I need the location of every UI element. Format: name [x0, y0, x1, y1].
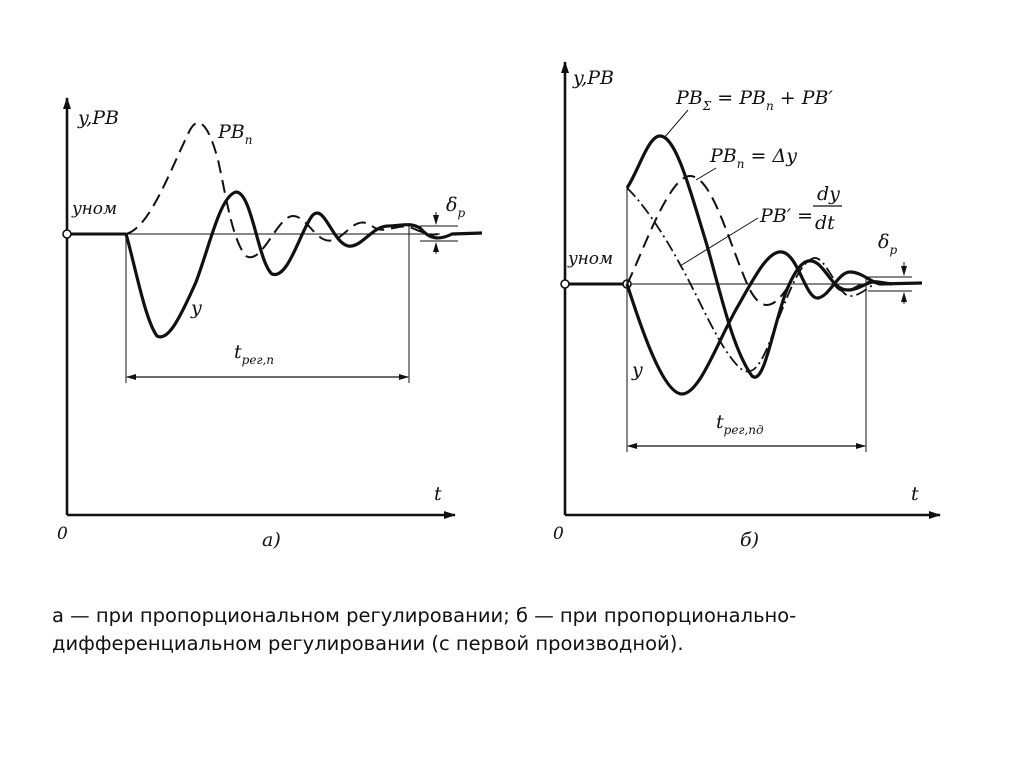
- panel-a-y-nom-label: yном: [71, 199, 117, 219]
- panel-b-pb-sum-curve: [625, 134, 893, 379]
- panel-b-t-label: t: [911, 483, 919, 505]
- panel-b-pb-p-leader: [695, 167, 717, 181]
- panel-b-nominal-point: [560, 279, 570, 289]
- panel-b-pb-d-label: PB′ =: [759, 205, 813, 227]
- panel-b-pb-d-leader: [679, 217, 759, 267]
- panel-b: y,PB 0 t yном б) PBΣ = PBп + PB′ PBп = Δ…: [553, 61, 941, 551]
- panel-b-panel-label: б): [740, 529, 759, 551]
- panel-b-y-axis-label: y,PB: [572, 67, 614, 89]
- panel-a: y,PB 0 t yном а) PBп y tрег,п δр: [57, 97, 483, 551]
- control-process-diagrams: y,PB 0 t yном а) PBп y tрег,п δр y,PB 0: [57, 61, 941, 551]
- panel-b-pb-sum-label: PBΣ = PBп + PB′: [675, 87, 833, 113]
- panel-b-pb-d-den: dt: [815, 212, 835, 234]
- panel-a-y-curve: [124, 190, 483, 339]
- panel-b-y-nom-label: yном: [567, 249, 613, 269]
- panel-b-pb-sum-leader: [663, 109, 689, 139]
- panel-b-y-label: y: [631, 359, 643, 381]
- panel-b-pb-p-curve: [626, 174, 885, 306]
- panel-b-pb-d-curve: [626, 187, 881, 373]
- figure-caption: а — при пропорциональном регулировании; …: [52, 604, 797, 655]
- panel-a-nominal-point: [62, 229, 72, 239]
- panel-a-origin-label: 0: [57, 524, 68, 544]
- panel-a-delta-label: δр: [446, 194, 465, 220]
- panel-b-y-curve: [625, 250, 923, 396]
- panel-b-delta-label: δр: [878, 231, 897, 257]
- panel-a-pb-label: PBп: [217, 121, 252, 147]
- panel-b-origin-label: 0: [553, 524, 564, 544]
- panel-a-panel-label: а): [262, 529, 281, 551]
- panel-a-t-label: t: [434, 483, 442, 505]
- panel-b-pb-p-label: PBп = Δy: [709, 145, 797, 171]
- panel-a-y-label: y: [190, 297, 202, 319]
- panel-b-pb-d-num: dy: [817, 183, 840, 205]
- panel-b-t-reg-label: tрег,пд: [716, 411, 764, 437]
- panel-a-t-reg-label: tрег,п: [234, 341, 274, 367]
- panel-a-y-axis-label: y,PB: [77, 107, 119, 129]
- panel-a-pb-curve: [125, 122, 439, 259]
